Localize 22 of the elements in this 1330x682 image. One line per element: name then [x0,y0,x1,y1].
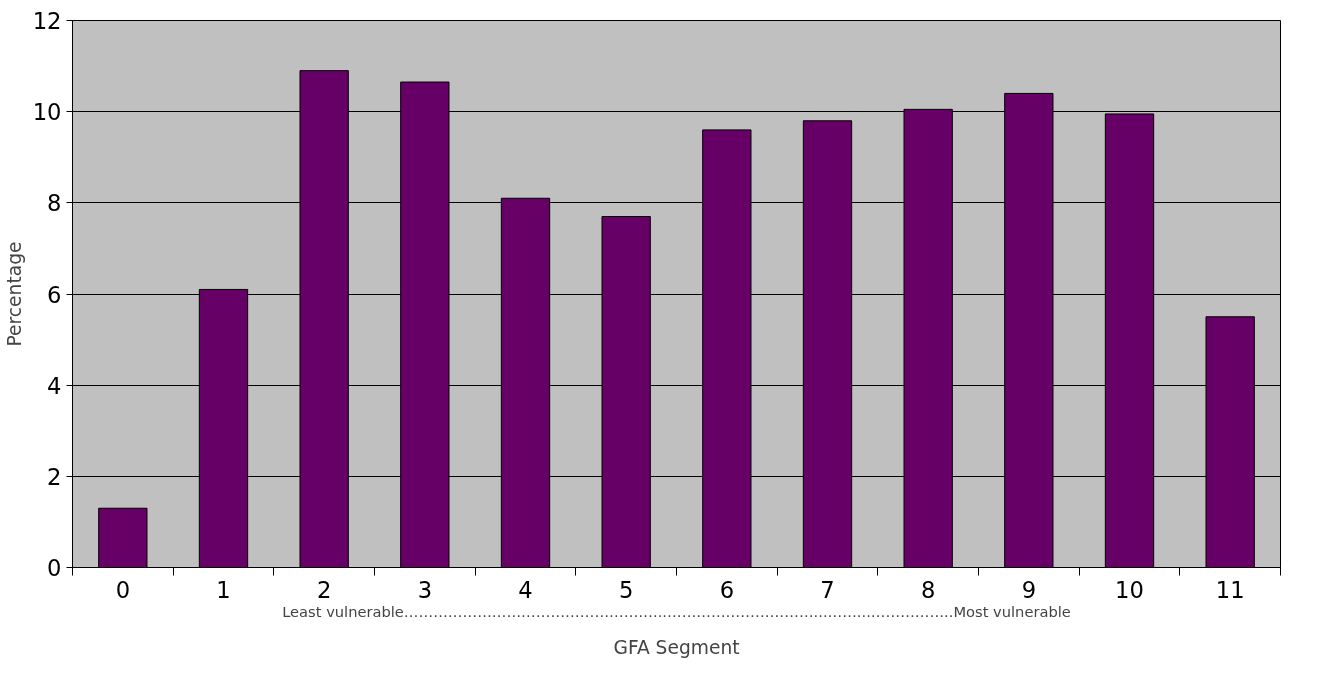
x-tick-label: 3 [417,576,433,603]
y-tick-label: 2 [47,463,62,490]
x-tick-label: 5 [618,576,634,603]
y-tick-label: 6 [47,281,62,308]
x-tick-label: 11 [1215,576,1245,603]
x-tick-label: 6 [719,576,735,603]
text: Least vulnerable……………………………………………...…………………………...……...……………..Most vulnerable [282,602,1071,620]
x-tick-label: 4 [518,576,533,603]
x-axis-title: GFA Segment [613,636,740,658]
y-axis-title: Percentage [3,241,25,347]
y-tick-label: 8 [47,190,62,217]
x-tick-label: 1 [216,576,231,603]
x-tick-label: 10 [1115,576,1144,603]
y-tick-label: 12 [32,8,62,34]
x-tick-label: 7 [820,576,835,603]
y-tick-label: 10 [32,99,62,126]
x-tick-label: 8 [920,576,936,603]
y-tick-label: 4 [47,372,62,399]
x-tick-label: 9 [1021,576,1037,603]
x-tick-label: 2 [316,576,332,603]
x-tick-label: 0 [115,576,131,603]
y-tick-label: 0 [47,555,62,581]
